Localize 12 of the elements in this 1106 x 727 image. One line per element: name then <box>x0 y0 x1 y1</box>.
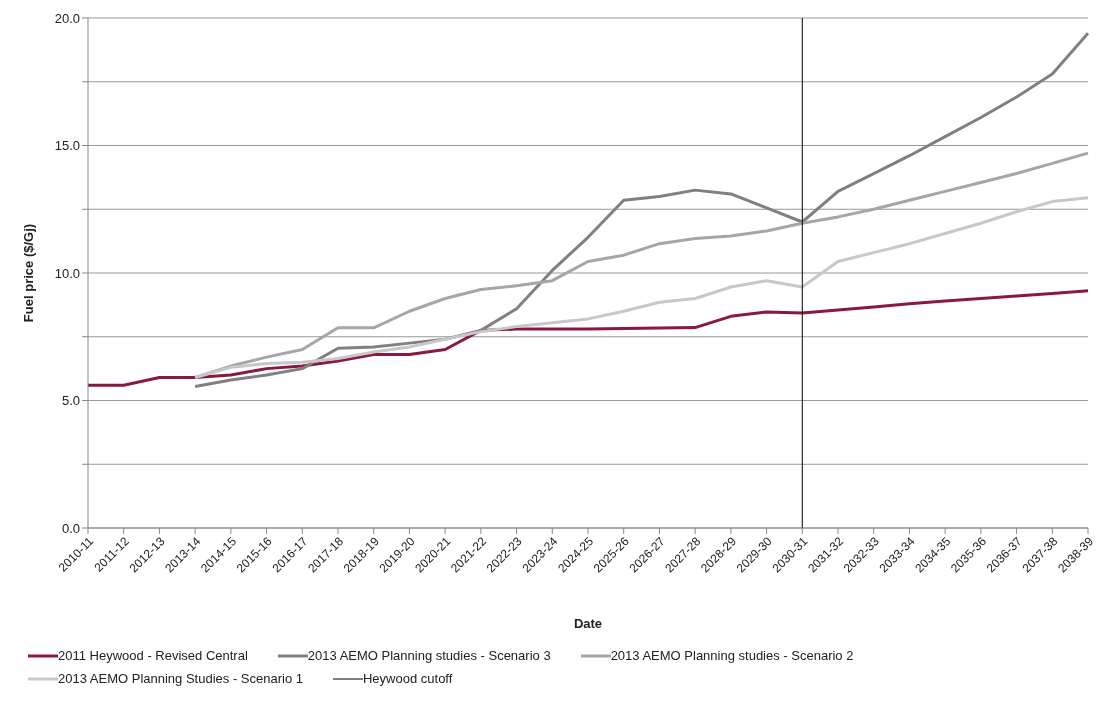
y-tick-label: 10.0 <box>54 265 80 281</box>
y-tick-label: 15.0 <box>54 138 80 154</box>
legend-label: 2013 AEMO Planning Studies - Scenario 1 <box>58 671 303 686</box>
legend-label: 2013 AEMO Planning studies - Scenario 2 <box>610 648 854 663</box>
legend-label: 2013 AEMO Planning studies - Scenario 3 <box>307 648 551 663</box>
y-tick-label: 20.0 <box>54 10 80 26</box>
x-axis-title: Date <box>573 616 603 631</box>
legend-label: Heywood cutoff <box>362 671 453 686</box>
y-tick-label: 0.0 <box>61 520 80 536</box>
y-axis-title: Fuel price ($/Gj) <box>20 223 36 323</box>
y-tick-label: 5.0 <box>61 393 80 409</box>
legend-label: 2011 Heywood - Revised Central <box>58 648 248 663</box>
